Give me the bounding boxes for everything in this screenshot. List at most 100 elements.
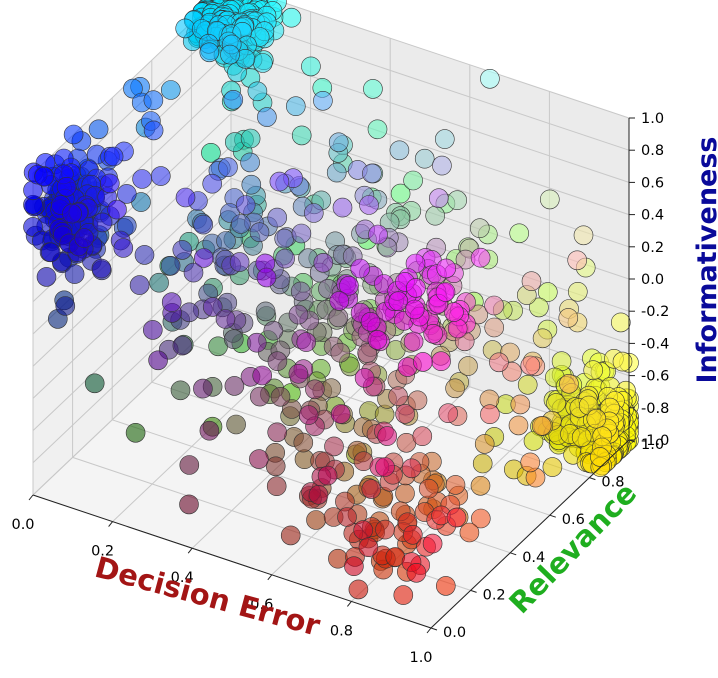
data-point xyxy=(308,484,329,505)
z-tick-label: -0.2 xyxy=(641,304,669,320)
data-point xyxy=(241,174,262,195)
y-tick-label: 0.8 xyxy=(601,475,624,491)
grid-line xyxy=(274,0,630,119)
data-point xyxy=(229,252,250,272)
data-point xyxy=(199,42,220,63)
data-point xyxy=(447,318,468,339)
data-point xyxy=(117,184,137,204)
data-point xyxy=(183,262,204,283)
data-point xyxy=(193,214,213,235)
data-point xyxy=(354,368,375,388)
data-point xyxy=(432,155,452,176)
data-point xyxy=(360,311,381,332)
data-point xyxy=(193,378,213,399)
data-point xyxy=(339,275,359,296)
data-point xyxy=(149,272,169,293)
data-point xyxy=(472,453,493,474)
data-point xyxy=(324,436,344,457)
data-point xyxy=(612,351,633,372)
data-point xyxy=(223,90,244,110)
x-axis-line xyxy=(32,494,432,629)
data-point xyxy=(438,403,459,424)
data-point xyxy=(293,432,314,453)
data-point xyxy=(393,585,414,605)
x-tick-label: 0.2 xyxy=(91,544,114,560)
data-point xyxy=(64,264,85,284)
data-point xyxy=(389,140,410,161)
data-point xyxy=(202,297,223,317)
data-point xyxy=(489,352,509,373)
data-point xyxy=(610,312,631,333)
data-point xyxy=(240,128,261,149)
data-point xyxy=(403,331,424,352)
data-point xyxy=(306,510,326,530)
data-point xyxy=(218,157,238,177)
data-point xyxy=(329,291,350,311)
data-point xyxy=(395,404,415,424)
data-point xyxy=(529,297,549,318)
data-point xyxy=(235,195,256,215)
data-point xyxy=(431,351,451,372)
data-point xyxy=(170,380,191,401)
data-point xyxy=(36,267,57,287)
data-point xyxy=(143,90,164,110)
data-point xyxy=(285,96,306,116)
x-tick-mark xyxy=(426,627,432,634)
data-point xyxy=(340,356,360,377)
data-point xyxy=(425,205,446,226)
data-point xyxy=(224,329,244,350)
x-tick-label: 0.0 xyxy=(11,517,34,533)
data-point xyxy=(350,258,371,279)
data-point xyxy=(202,173,222,194)
data-point xyxy=(172,240,193,260)
data-point xyxy=(542,457,563,477)
y-tick-label: 0.0 xyxy=(443,625,466,641)
data-point xyxy=(56,177,77,197)
data-point xyxy=(330,404,351,424)
data-point xyxy=(520,355,541,376)
data-point xyxy=(559,373,579,394)
data-point xyxy=(445,378,465,399)
data-point xyxy=(255,301,276,322)
data-point xyxy=(390,183,411,204)
data-point xyxy=(403,170,423,191)
data-point xyxy=(62,203,82,224)
data-point xyxy=(220,44,240,65)
data-point xyxy=(523,431,544,451)
data-point xyxy=(407,390,428,411)
x-tick-mark xyxy=(108,521,113,527)
data-point xyxy=(446,507,467,528)
data-point xyxy=(175,18,195,39)
z-tick-label: 0.6 xyxy=(641,175,664,191)
data-point xyxy=(143,120,164,141)
data-point xyxy=(291,125,312,146)
data-point xyxy=(134,245,155,265)
data-point xyxy=(363,79,383,99)
data-point xyxy=(337,507,357,527)
data-point xyxy=(470,475,491,496)
data-point xyxy=(520,452,541,473)
data-point xyxy=(406,278,426,298)
data-point xyxy=(402,524,423,545)
data-point xyxy=(275,248,295,269)
y-tick-mark xyxy=(549,514,556,518)
z-tick-label: -0.8 xyxy=(641,401,669,417)
data-point xyxy=(344,556,364,577)
data-point xyxy=(175,187,196,208)
data-point xyxy=(328,132,349,153)
data-point xyxy=(586,408,607,429)
data-point xyxy=(201,143,221,163)
y-tick-mark xyxy=(430,627,438,631)
data-point xyxy=(313,91,333,111)
data-point xyxy=(92,212,113,233)
data-point xyxy=(263,320,284,341)
data-point xyxy=(367,119,388,140)
data-point xyxy=(404,299,425,320)
data-point xyxy=(274,228,295,249)
data-point xyxy=(406,562,427,583)
data-point xyxy=(412,426,433,447)
z-tick-label: 0.0 xyxy=(641,272,664,288)
y-tick-label: 0.6 xyxy=(562,512,585,528)
data-points xyxy=(23,0,639,605)
